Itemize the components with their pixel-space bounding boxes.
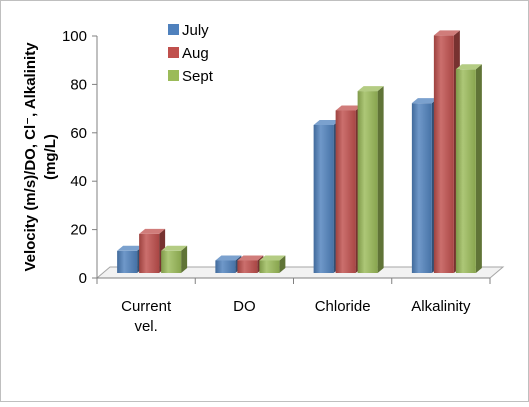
legend-swatch bbox=[168, 24, 179, 35]
y-axis-title: (mg/L) bbox=[42, 134, 59, 180]
legend-label: Aug bbox=[182, 45, 209, 62]
x-tick-label: vel. bbox=[134, 318, 157, 335]
x-tick-label: DO bbox=[233, 298, 256, 315]
labels: 0 20 40 60 80 100 Current vel. DO Chloride Alkalin… bbox=[22, 28, 471, 335]
legend-swatch bbox=[168, 47, 179, 58]
y-tick-label: 0 bbox=[79, 270, 87, 287]
x-tick-label: Chloride bbox=[315, 298, 371, 315]
x-tick-label: Alkalinity bbox=[411, 298, 471, 315]
y-tick-label: 100 bbox=[62, 28, 87, 45]
legend-label: July bbox=[182, 22, 209, 39]
y-tick-label: 40 bbox=[70, 173, 87, 190]
axes bbox=[92, 35, 491, 284]
y-tick-label: 60 bbox=[70, 125, 87, 142]
bar-sept bbox=[161, 245, 188, 273]
y-axis-title: Velocity (m/s)/DO, Cl⁻, Alkalinity bbox=[22, 42, 39, 272]
legend-item: Aug bbox=[168, 45, 209, 62]
x-tick-label: Current bbox=[121, 298, 172, 315]
bars bbox=[117, 30, 482, 274]
legend-item: Sept bbox=[168, 68, 214, 85]
legend: July Aug Sept bbox=[168, 22, 214, 85]
y-tick-label: 20 bbox=[70, 222, 87, 239]
bar-sept bbox=[259, 255, 286, 273]
legend-swatch bbox=[168, 70, 179, 81]
bar-sept bbox=[357, 86, 384, 273]
y-tick-label: 80 bbox=[70, 76, 87, 93]
legend-label: Sept bbox=[182, 68, 214, 85]
bar-sept bbox=[455, 64, 482, 273]
legend-item: July bbox=[168, 22, 209, 39]
